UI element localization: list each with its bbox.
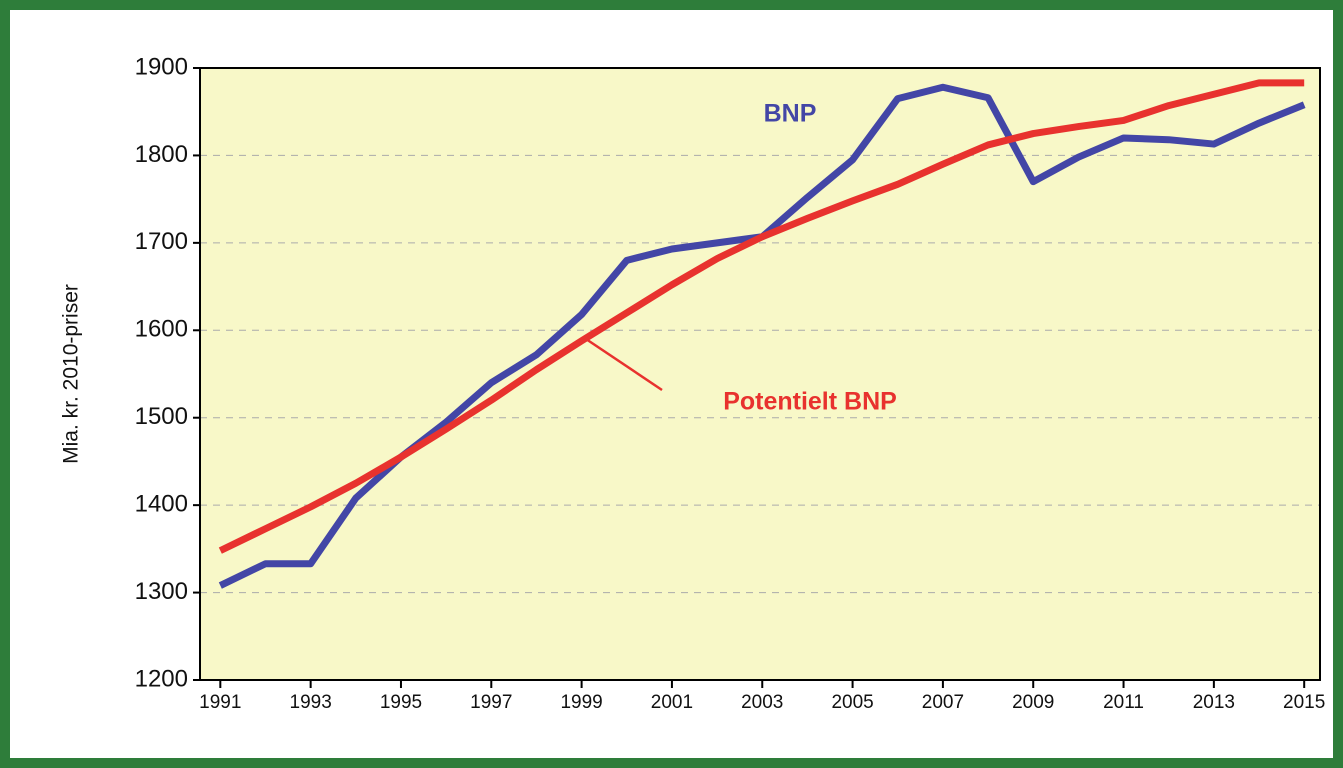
x-tick-label: 2013 bbox=[1193, 692, 1235, 713]
series-label: BNP bbox=[764, 100, 817, 128]
plot-border bbox=[199, 67, 1321, 681]
lines bbox=[218, 79, 1306, 589]
y-tick-label: 1500 bbox=[135, 403, 188, 430]
plot-area bbox=[200, 68, 1320, 680]
y-tick-label: 1600 bbox=[135, 316, 188, 343]
y-tick-label: 1700 bbox=[135, 228, 188, 255]
x-tick-label: 2015 bbox=[1283, 692, 1325, 713]
x-tick-label: 2011 bbox=[1103, 692, 1144, 713]
y-tick-label: 1300 bbox=[135, 578, 188, 605]
x-tick-label: 1997 bbox=[470, 692, 512, 713]
y-tick-label: 1900 bbox=[135, 53, 188, 80]
series-label: Potentielt BNP bbox=[723, 388, 897, 416]
x-tick-label: 1991 bbox=[199, 692, 241, 713]
x-tick-label: 2003 bbox=[741, 692, 783, 713]
x-tick-label: 2007 bbox=[922, 692, 964, 713]
x-tick-label: 1999 bbox=[560, 692, 602, 713]
x-tick-label: 2009 bbox=[1012, 692, 1054, 713]
x-tick-label: 2005 bbox=[831, 692, 873, 713]
y-tick-label: 1200 bbox=[135, 665, 188, 692]
x-tick-label: 1995 bbox=[380, 692, 422, 713]
x-tick-label: 2001 bbox=[651, 692, 693, 713]
y-axis-label: Mia. kr. 2010-priser bbox=[60, 284, 83, 464]
series-line bbox=[218, 79, 1305, 554]
pointer bbox=[582, 335, 663, 392]
y-tick-label: 1400 bbox=[135, 490, 188, 517]
y-tick-label: 1800 bbox=[135, 141, 188, 168]
x-tick-label: 1993 bbox=[290, 692, 332, 713]
